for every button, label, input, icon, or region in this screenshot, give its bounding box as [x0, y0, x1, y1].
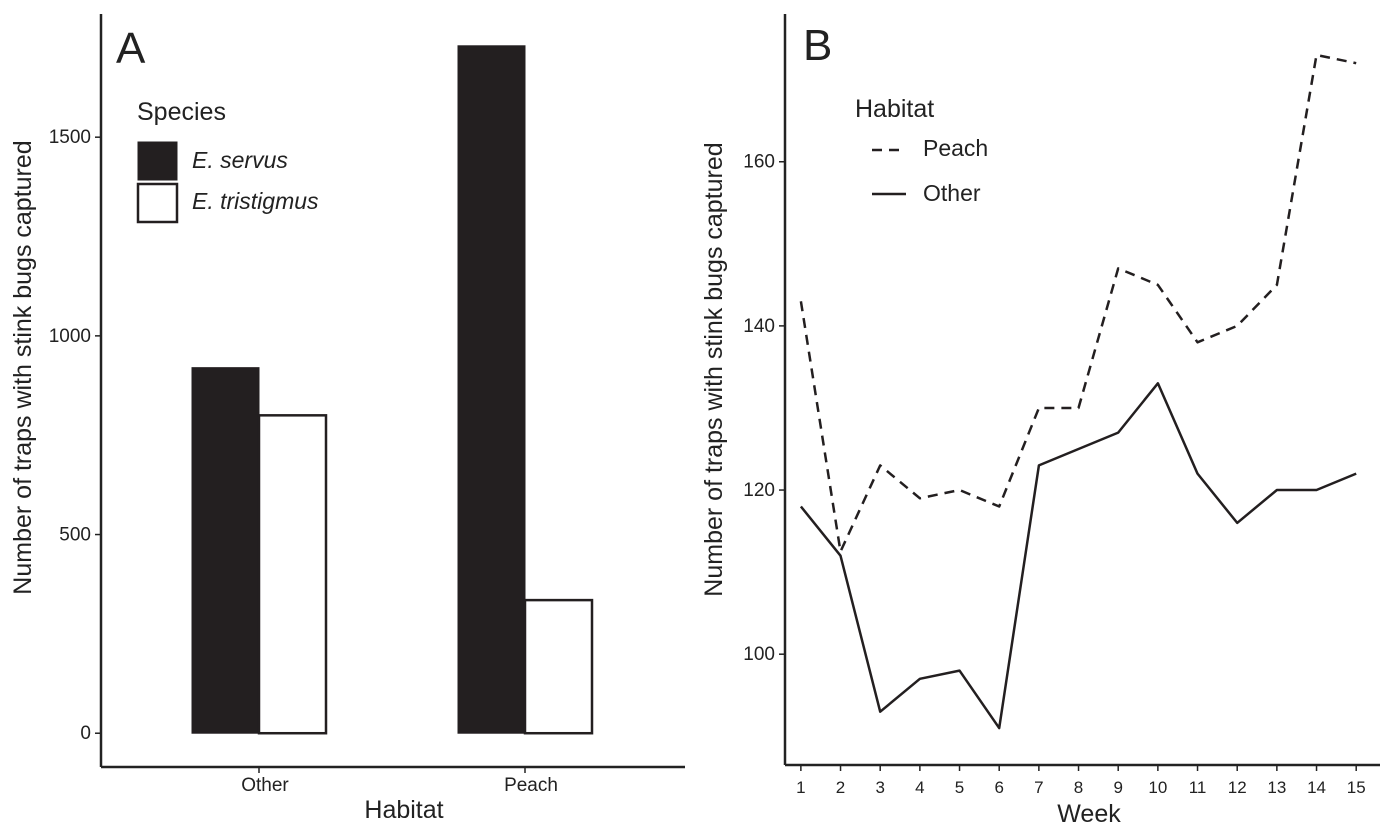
legend-label-other: Other	[923, 180, 981, 206]
panel-b-x-ticks: 1 2 3 4 5 6 7 8 9 10 11 12 13 14 15	[796, 765, 1366, 797]
legend-label-e-servus: E. servus	[192, 147, 288, 173]
x-tick-label: 15	[1347, 778, 1366, 797]
y-tick-label: 500	[59, 525, 91, 546]
x-tick-label: 3	[875, 778, 884, 797]
panel-a-bars	[191, 45, 594, 735]
x-tick-label: Other	[241, 775, 289, 796]
x-tick-label: 8	[1074, 778, 1083, 797]
y-tick-label: 0	[80, 723, 91, 744]
panel-a: A Number of traps with stink bugs captur…	[9, 14, 685, 824]
bar-e-tristigmus-peach	[523, 598, 594, 735]
panel-b: B Number of traps with stink bugs captur…	[700, 14, 1380, 824]
panel-b-series-lines	[799, 53, 1357, 730]
y-tick-label: 1500	[49, 127, 91, 148]
y-tick-label: 140	[743, 316, 775, 337]
bar-e-servus-other	[191, 367, 260, 734]
x-tick-label: 6	[994, 778, 1003, 797]
x-tick-label: Peach	[504, 775, 558, 796]
panel-a-label: A	[116, 24, 146, 73]
panel-b-x-axis-title: Week	[1057, 800, 1121, 824]
x-tick-label: 13	[1267, 778, 1286, 797]
y-tick-label: 120	[743, 480, 775, 501]
x-tick-label: 9	[1113, 778, 1122, 797]
y-tick-label: 160	[743, 152, 775, 173]
line-other	[799, 382, 1357, 730]
panel-b-y-axis-title: Number of traps with stink bugs captured	[700, 142, 728, 596]
x-tick-label: 2	[836, 778, 845, 797]
x-tick-label: 7	[1034, 778, 1043, 797]
legend-label-e-tristigmus: E. tristigmus	[192, 188, 319, 214]
panel-b-y-ticks: 100 120 140 160	[743, 152, 785, 665]
panel-b-legend: Habitat Peach Other	[855, 95, 988, 206]
x-tick-label: 12	[1228, 778, 1247, 797]
panel-a-legend: Species E. servus E. tristigmus	[136, 98, 319, 224]
panel-b-legend-title: Habitat	[855, 95, 934, 123]
y-tick-label: 1000	[49, 326, 91, 347]
x-tick-label: 10	[1148, 778, 1167, 797]
panel-a-y-ticks: 0 500 1000 1500	[49, 127, 101, 744]
panel-a-x-ticks: Other Peach	[241, 767, 558, 796]
y-tick-label: 100	[743, 644, 775, 665]
panel-a-legend-title: Species	[137, 98, 226, 126]
panel-a-x-axis-title: Habitat	[364, 796, 443, 824]
bar-e-servus-peach	[457, 45, 526, 734]
panel-b-label: B	[803, 21, 832, 70]
legend-key-e-tristigmus	[136, 182, 179, 224]
legend-label-peach: Peach	[923, 135, 988, 161]
x-tick-label: 1	[796, 778, 805, 797]
x-tick-label: 5	[955, 778, 964, 797]
bar-e-tristigmus-other	[257, 414, 328, 735]
line-peach	[799, 53, 1357, 553]
x-tick-label: 4	[915, 778, 924, 797]
panel-a-y-axis-title: Number of traps with stink bugs captured	[9, 140, 37, 594]
legend-key-e-servus	[137, 141, 178, 181]
x-tick-label: 11	[1189, 778, 1207, 797]
x-tick-label: 14	[1307, 778, 1326, 797]
